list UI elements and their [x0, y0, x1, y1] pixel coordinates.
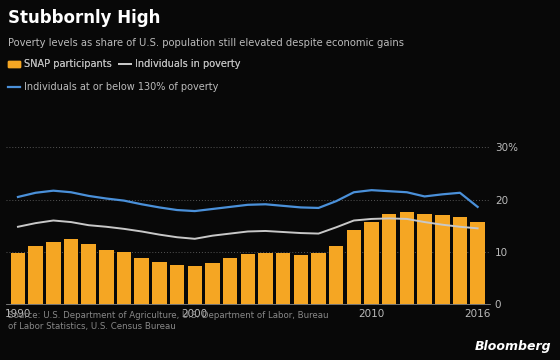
Bar [117, 252, 131, 304]
Bar [276, 253, 291, 304]
Bar [365, 221, 379, 304]
Bar [46, 243, 60, 304]
Text: Poverty levels as share of U.S. population still elevated despite economic gains: Poverty levels as share of U.S. populati… [8, 38, 404, 48]
Bar [152, 262, 167, 304]
Legend: SNAP participants, Individuals in poverty: SNAP participants, Individuals in povert… [8, 59, 241, 69]
Bar [81, 244, 96, 304]
Bar [435, 215, 450, 304]
Text: Stubbornly High: Stubbornly High [8, 9, 161, 27]
Bar [470, 221, 485, 304]
Bar [29, 246, 43, 304]
Bar [311, 253, 326, 304]
Bar [99, 250, 114, 304]
Text: Bloomberg: Bloomberg [475, 340, 552, 353]
Bar [64, 239, 78, 304]
Bar [452, 217, 467, 304]
Text: Source: U.S. Department of Agriculture, U.S. Department of Labor, Bureau
of Labo: Source: U.S. Department of Agriculture, … [8, 311, 329, 331]
Bar [11, 253, 25, 304]
Bar [400, 212, 414, 304]
Bar [188, 266, 202, 304]
Bar [258, 253, 273, 304]
Bar [347, 230, 361, 304]
Bar [382, 214, 396, 304]
Bar [223, 258, 237, 304]
Bar [329, 246, 343, 304]
Bar [241, 254, 255, 304]
Bar [417, 214, 432, 304]
Bar [134, 258, 149, 304]
Bar [170, 265, 184, 304]
Legend: Individuals at or below 130% of poverty: Individuals at or below 130% of poverty [8, 82, 218, 92]
Bar [293, 255, 308, 304]
Bar [205, 263, 220, 304]
